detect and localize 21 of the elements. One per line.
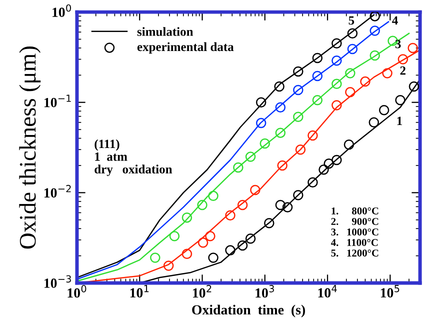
annotation: (111) 1 atm dry oxidation	[94, 139, 172, 176]
x-tick-label: 10$^{3}$	[256, 285, 274, 298]
x-axis-title: Oxidation time (s)	[192, 304, 305, 318]
x-tick-label: 10$^{4}$	[318, 285, 337, 298]
y-tick-label: 10$^{0}$	[52, 4, 71, 17]
x-tick-label: 10$^{5}$	[380, 285, 400, 298]
y-tick-label: 10$^{−2}$	[44, 184, 71, 198]
x-tick-label: 10$^{1}$	[130, 285, 149, 298]
y-tick-label: 10$^{−1}$	[44, 94, 71, 108]
annotation: 1. 800°C 2. 900°C 3. 1000°C 4. 1100°C 5. 1200°C	[330, 207, 378, 257]
annotation: 2	[400, 66, 406, 75]
x-tick-label: 10$^{0}$	[68, 285, 86, 298]
y-axis-title: Oxide thickness (μm)	[19, 46, 41, 249]
legend-label: simulation	[137, 27, 194, 36]
y-tick-label: 10$^{−3}$	[44, 275, 71, 288]
annotation: 4	[392, 16, 398, 25]
annotation: 3	[395, 40, 401, 48]
annotation: 1	[397, 116, 402, 126]
x-tick-label: 10$^{2}$	[193, 285, 212, 298]
annotation: 5	[348, 16, 354, 25]
legend-label: experimental data	[137, 42, 234, 54]
